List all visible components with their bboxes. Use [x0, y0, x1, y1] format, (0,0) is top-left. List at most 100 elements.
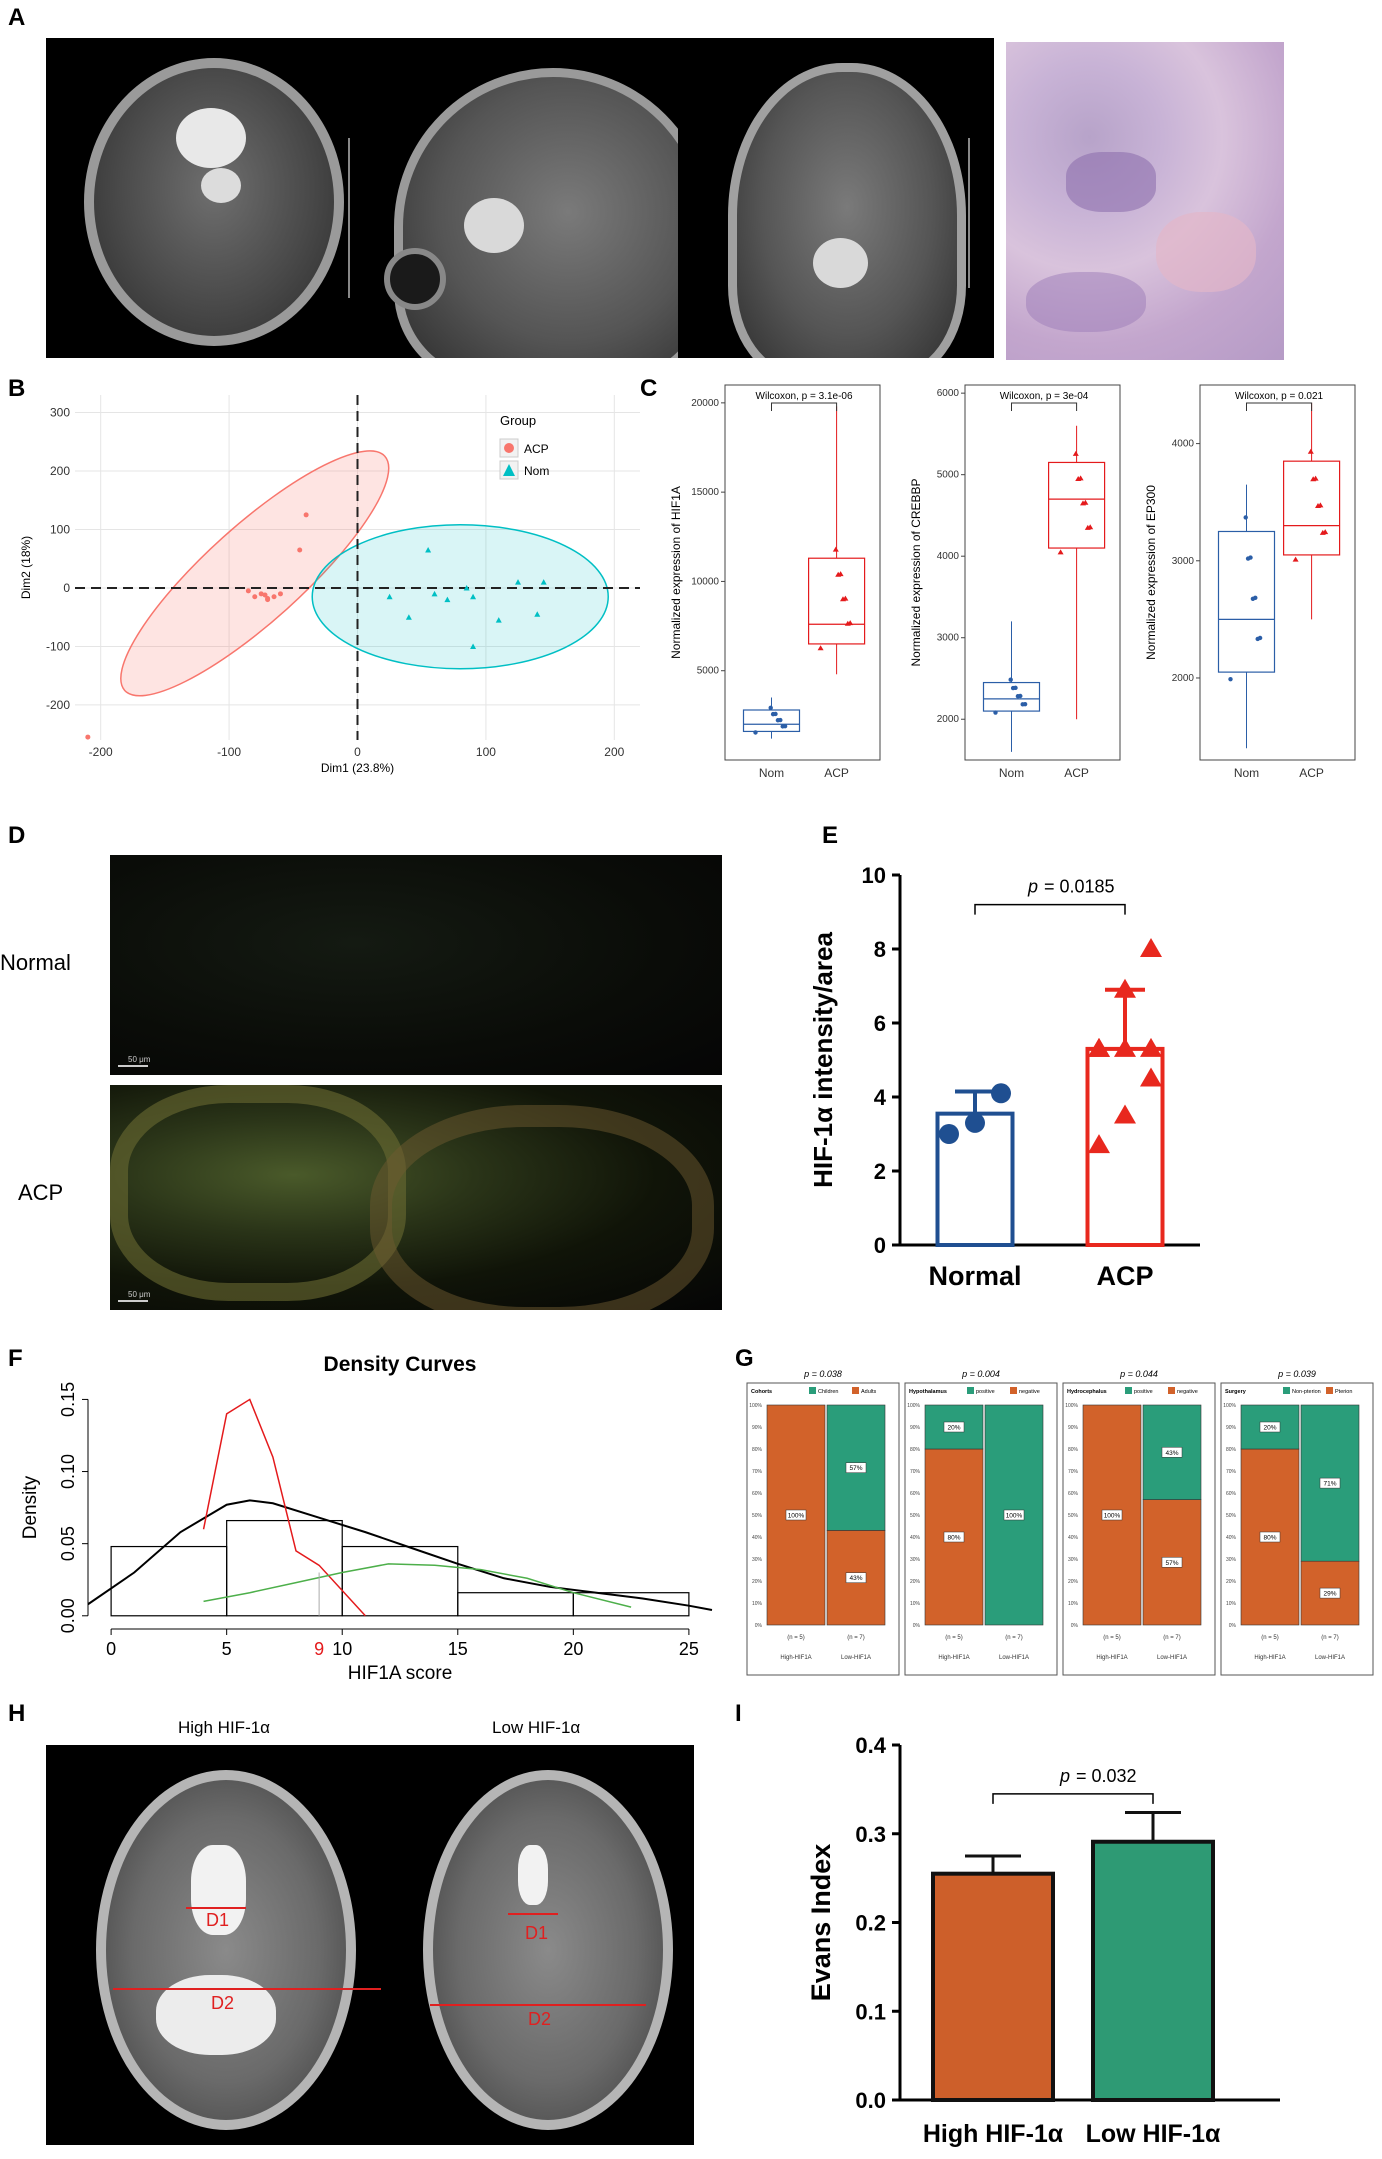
y-tick-label: 30% — [910, 1557, 921, 1563]
y-tick-label: 10000 — [691, 576, 719, 587]
cutoff-label: 9 — [314, 1639, 324, 1659]
y-tick-label: 10% — [752, 1601, 763, 1607]
density-panel: Density Curves 0.00 0.05 0.10 0.15 0 5 10 15 20 25… — [0, 1345, 720, 1685]
y-tick-label: 80% — [1068, 1447, 1079, 1453]
acp-point — [252, 594, 258, 600]
percent-label: 43% — [849, 1575, 862, 1582]
panel-label-g: G — [735, 1345, 754, 1372]
legend-label: negative — [1177, 1389, 1198, 1395]
if-acp-image: 50 μm — [110, 1085, 722, 1310]
percent-label-box — [1319, 1477, 1341, 1489]
y-tick-label: 0.2 — [855, 1911, 886, 1936]
box-nom — [1217, 530, 1276, 673]
x-tick-label: -200 — [89, 745, 113, 759]
legend-acp-symbol — [504, 443, 514, 453]
wilcoxon-label: Wilcoxon, p = 3.1e-06 — [756, 391, 853, 402]
percent-label: 20% — [947, 1425, 960, 1432]
significance-bracket — [974, 903, 1126, 915]
legend-key — [967, 1387, 974, 1394]
nom-sample-point — [753, 730, 758, 735]
sample-size-label: (n = 7) — [1163, 1635, 1181, 1641]
acp-sample-point — [1080, 500, 1086, 506]
acp-sample-point — [844, 620, 851, 626]
normal-data-point — [965, 1112, 985, 1133]
nom-sample-point — [993, 710, 998, 715]
percent-label-box — [1259, 1421, 1281, 1433]
y-tick-label: 40% — [910, 1535, 921, 1541]
y-tick-label: 90% — [1068, 1425, 1079, 1431]
y-tick-label: 2000 — [1172, 673, 1195, 684]
y-tick-label: 20% — [752, 1579, 763, 1585]
mri-high-hif-image: D1 D2 — [46, 1745, 388, 2145]
y-tick-label: 15000 — [691, 487, 719, 498]
panel-label-e: E — [822, 822, 839, 849]
percent-label: 20% — [1263, 1425, 1276, 1432]
acp-data-point — [1140, 938, 1162, 957]
legend-label: Non-pterion — [1292, 1389, 1321, 1395]
d2-label: D2 — [528, 2009, 552, 2029]
hif1a-intensity-panel: 0 2 4 6 8 10 Normal ACP p = 0.0185 HIF-1α intensit… — [800, 840, 1240, 1320]
y-tick-label: 50% — [1226, 1513, 1237, 1519]
density-curve-high — [202, 1398, 366, 1617]
y-axis-label: HIF-1α intensity/area — [808, 932, 838, 1188]
percent-label: 80% — [1263, 1535, 1276, 1542]
chart-title: Density Curves — [324, 1353, 477, 1376]
wilcoxon-label: Wilcoxon, p = 3e-04 — [1000, 391, 1089, 402]
acp-sample-point — [1310, 476, 1317, 482]
y-tick-label: 5000 — [697, 666, 720, 677]
nom-sample-point — [1250, 596, 1256, 601]
scale-bar-label: 50 μm — [128, 1290, 151, 1299]
percent-label: 57% — [1165, 1560, 1178, 1567]
nom-sample-point — [780, 724, 785, 729]
x-tick-label: ACP — [1064, 766, 1089, 780]
mri-coronal-image — [678, 38, 994, 358]
acp-data-point — [1140, 1067, 1162, 1087]
acp-sample-point — [1072, 450, 1079, 456]
histogram-bin — [110, 1545, 228, 1617]
nom-sample-point — [1228, 676, 1233, 682]
density-curve-low — [203, 1563, 632, 1608]
y-tick-label: 0 — [63, 581, 70, 595]
x-tick-label: Low-HIF1A — [1157, 1655, 1187, 1661]
panel-label-a: A — [8, 4, 26, 31]
p-value-label: p = 0.004 — [961, 1369, 1000, 1379]
sample-size-label: (n = 5) — [787, 1635, 805, 1641]
acp-sample-point — [1075, 475, 1082, 481]
histogram-bin — [341, 1545, 459, 1617]
percent-label: 71% — [1323, 1481, 1336, 1488]
y-tick-label: 70% — [1226, 1469, 1237, 1475]
legend-title: Cohorts — [751, 1389, 772, 1395]
y-tick-label: -100 — [46, 639, 70, 653]
y-tick-label: 100% — [1065, 1403, 1078, 1409]
y-tick-label: 8 — [874, 937, 886, 962]
x-tick-label: 10 — [332, 1639, 352, 1659]
legend-label: negative — [1019, 1389, 1040, 1395]
stacked-bars-panel: p = 0.038 0% 10% 20% 30% 40% 50% 60% 70% 80% 90% 10… — [735, 1365, 1382, 1695]
percent-label-box — [1101, 1509, 1123, 1521]
if-normal-image: 50 μm — [110, 855, 722, 1075]
y-tick-label: 100% — [749, 1403, 762, 1409]
significance-bracket — [1011, 402, 1078, 411]
y-tick-label: 0.0 — [855, 2088, 886, 2113]
significance-bracket — [1246, 402, 1313, 411]
y-tick-label: 0% — [755, 1623, 763, 1629]
nom-point — [495, 617, 502, 623]
x-tick-label: Nom — [999, 766, 1024, 780]
histogram-bin — [457, 1592, 574, 1617]
wilcoxon-label: Wilcoxon, p = 0.021 — [1235, 391, 1324, 402]
y-tick-label: 20% — [1226, 1579, 1237, 1585]
percent-label: 29% — [1323, 1591, 1336, 1598]
y-axis-label: Normalized expression of HIF1A — [669, 486, 683, 659]
y-axis-label: Density — [20, 1475, 41, 1539]
nom-sample-point — [1255, 636, 1260, 642]
acp-point — [277, 591, 283, 597]
legend-label: Adults — [861, 1389, 877, 1395]
percent-label-box — [845, 1462, 867, 1473]
y-tick-label: 70% — [910, 1469, 921, 1475]
percent-label: 43% — [1165, 1450, 1178, 1457]
y-tick-label: 90% — [752, 1425, 763, 1431]
nom-sample-point — [1008, 677, 1013, 682]
nom-point — [425, 546, 432, 553]
y-tick-label: 0 — [874, 1233, 886, 1258]
x-tick-label: 15 — [448, 1639, 468, 1659]
